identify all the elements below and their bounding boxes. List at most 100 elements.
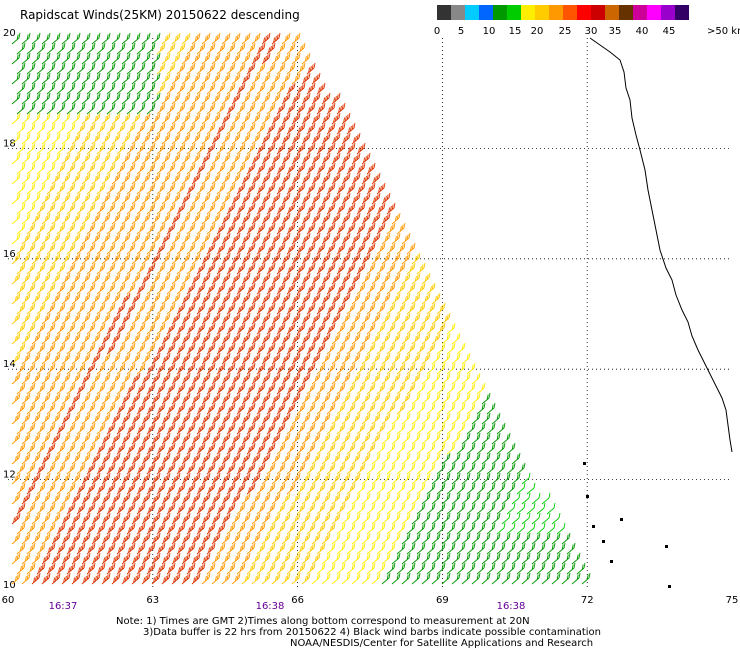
wind-barb xyxy=(231,572,241,585)
wind-barb xyxy=(431,532,441,545)
wind-barb xyxy=(416,542,426,555)
wind-barb xyxy=(121,92,131,105)
wind-barb xyxy=(216,302,226,315)
wind-barb xyxy=(436,342,446,355)
wind-barb xyxy=(351,452,361,465)
wind-barb xyxy=(206,342,216,355)
wind-barb xyxy=(26,462,36,475)
wind-barb xyxy=(251,332,261,345)
wind-barb xyxy=(226,82,236,95)
wind-barb xyxy=(266,382,276,395)
wind-barb xyxy=(106,102,116,115)
wind-barb xyxy=(361,312,371,325)
wind-barb xyxy=(281,352,291,365)
wind-barb xyxy=(96,222,106,235)
wind-barb xyxy=(246,482,256,495)
wind-barb xyxy=(251,52,261,65)
wind-barb xyxy=(41,92,51,105)
wind-barb xyxy=(276,502,286,515)
wind-barb xyxy=(191,392,201,405)
wind-barb xyxy=(236,462,246,475)
wind-barb xyxy=(291,72,301,85)
wind-barb xyxy=(371,552,381,565)
wind-barb xyxy=(226,402,236,415)
wind-barb xyxy=(251,112,261,125)
wind-barb xyxy=(356,562,366,575)
wind-barb xyxy=(461,532,471,545)
wind-barb xyxy=(461,432,471,445)
wind-barb xyxy=(31,552,41,565)
wind-barb xyxy=(141,432,151,445)
wind-barb xyxy=(406,422,416,435)
wind-barb xyxy=(111,192,121,205)
wind-barb xyxy=(186,322,196,335)
wind-barb xyxy=(506,442,516,455)
wind-barb xyxy=(176,442,186,455)
wind-barb xyxy=(21,312,31,325)
wind-barb xyxy=(81,352,91,365)
wind-barb xyxy=(216,322,226,335)
wind-barb xyxy=(116,262,126,275)
wind-barb xyxy=(71,512,81,525)
wind-barb xyxy=(21,32,31,45)
wind-barb xyxy=(306,102,316,115)
wind-barb xyxy=(196,82,206,95)
wind-barb xyxy=(121,32,131,45)
wind-barb xyxy=(91,572,101,585)
wind-barb xyxy=(66,422,76,435)
wind-barb xyxy=(301,132,311,145)
wind-barb xyxy=(41,492,51,505)
wind-barb xyxy=(261,352,271,365)
wind-barb xyxy=(306,182,316,195)
wind-barb xyxy=(391,332,401,345)
wind-barb xyxy=(161,412,171,425)
wind-barb xyxy=(356,142,366,155)
wind-barb xyxy=(416,462,426,475)
wind-barb xyxy=(301,412,311,425)
wind-barb xyxy=(166,402,176,415)
wind-barb xyxy=(91,252,101,265)
wind-barb xyxy=(146,342,156,355)
wind-barb xyxy=(186,82,196,95)
wind-barb xyxy=(16,282,26,295)
wind-barb xyxy=(436,462,446,475)
wind-barb xyxy=(431,372,441,385)
wind-barb xyxy=(376,242,386,255)
wind-barb xyxy=(306,422,316,435)
wind-barb xyxy=(266,522,276,535)
wind-barb xyxy=(101,332,111,345)
wind-barb xyxy=(31,492,41,505)
wind-barb xyxy=(246,362,256,375)
wind-barb xyxy=(266,422,276,435)
wind-barb xyxy=(511,492,521,505)
wind-barb xyxy=(406,322,416,335)
wind-barb xyxy=(316,542,326,555)
wind-barb xyxy=(421,512,431,525)
wind-barb xyxy=(356,522,366,535)
wind-barb xyxy=(351,392,361,405)
wind-barb xyxy=(16,422,26,435)
wind-barb xyxy=(311,192,321,205)
wind-barb xyxy=(271,32,281,45)
wind-barb xyxy=(121,352,131,365)
wind-barb xyxy=(86,182,96,195)
wind-barb xyxy=(171,72,181,85)
wind-barb xyxy=(101,112,111,125)
wind-barb xyxy=(351,492,361,505)
wind-barb xyxy=(376,442,386,455)
wind-barb xyxy=(196,42,206,55)
wind-barb xyxy=(161,212,171,225)
wind-barb xyxy=(196,542,206,555)
wind-barb xyxy=(121,52,131,65)
wind-barb xyxy=(146,322,156,335)
wind-barb xyxy=(381,372,391,385)
wind-barb xyxy=(211,92,221,105)
wind-barb xyxy=(386,242,396,255)
wind-barb xyxy=(31,512,41,525)
wind-barb xyxy=(151,232,161,245)
wind-barb xyxy=(461,552,471,565)
wind-barb xyxy=(16,522,26,535)
wind-barb xyxy=(341,272,351,285)
wind-barb xyxy=(316,282,326,295)
wind-barb xyxy=(61,432,71,445)
